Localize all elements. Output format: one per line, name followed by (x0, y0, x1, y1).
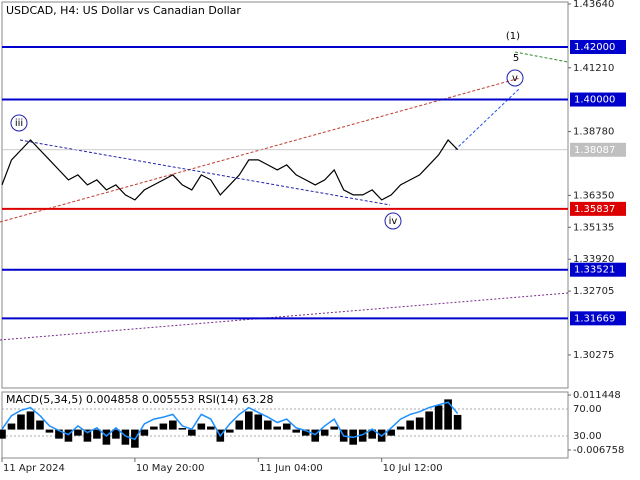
level-label: 1.35837 (574, 204, 615, 215)
macd-bar (7, 423, 16, 430)
wave-circle (10, 114, 28, 132)
y-tick-label: 0.011448 (573, 390, 621, 401)
macd-bar (396, 426, 405, 430)
macd-bar (178, 428, 187, 430)
macd-bar (368, 429, 376, 439)
y-tick-label: 1.35135 (573, 222, 614, 233)
macd-bar (102, 429, 111, 445)
macd-bar (0, 429, 6, 439)
macd-bar (207, 426, 215, 430)
macd-bar (45, 429, 54, 433)
macd-bar (188, 429, 196, 436)
rsi-line (1, 401, 459, 441)
macd-bar (301, 429, 310, 436)
x-tick-label: 10 May 20:00 (136, 463, 205, 474)
macd-bar (292, 429, 301, 433)
y-tick-label: 1.38780 (573, 127, 614, 138)
last-price-label: 1.38087 (574, 145, 615, 156)
level-label: 1.33521 (574, 265, 615, 276)
indicator-title: MACD(5,34,5) 0.004858 0.005553 RSI(14) 6… (6, 393, 273, 406)
wave-circle (384, 212, 402, 230)
macd-bar (235, 420, 244, 430)
macd-bar (55, 429, 63, 439)
y-tick-label: 1.36350 (573, 190, 614, 201)
macd-bar (169, 420, 177, 430)
level-label: 1.40000 (574, 95, 615, 106)
macd-bar (254, 414, 263, 430)
macd-bar (150, 426, 158, 430)
macd-bar (444, 399, 452, 430)
macd-bar (112, 429, 120, 439)
macd-bar (197, 423, 206, 430)
macd-bar (93, 429, 101, 439)
macd-bar (36, 420, 44, 430)
macd-bar (64, 429, 73, 442)
x-tick-label: 10 Jul 12:00 (383, 463, 443, 474)
macd-bar (330, 426, 338, 430)
macd-bar (226, 429, 234, 433)
macd-bar (121, 429, 130, 445)
level-label: 1.31669 (574, 313, 615, 324)
macd-bar (17, 414, 25, 430)
macd-bar (74, 429, 82, 436)
price-line (1, 139, 459, 201)
y-tick-label: 1.41210 (573, 63, 614, 74)
level-box (570, 40, 626, 55)
level-box (570, 201, 626, 216)
x-tick-label: 11 Jun 04:00 (259, 463, 323, 474)
wave-label: 5 (513, 53, 519, 64)
macd-bar (282, 423, 291, 430)
trend-line (19, 139, 391, 206)
macd-bar (140, 429, 149, 436)
macd-bar (358, 429, 367, 442)
wave-label: v (512, 73, 518, 84)
y-tick-label: -0.006758 (573, 445, 624, 456)
level-box (570, 262, 626, 277)
macd-bar (273, 426, 282, 430)
wave-circle (506, 69, 524, 87)
macd-bar (406, 420, 414, 430)
price-panel (1, 1, 569, 389)
chart-title: USDCAD, H4: US Dollar vs Canadian Dollar (6, 4, 241, 17)
macd-bar (263, 420, 272, 430)
macd-bar (415, 417, 424, 430)
macd-bar (425, 411, 433, 430)
y-tick-label: 1.30275 (573, 350, 614, 361)
y-tick-label: 1.43640 (573, 0, 614, 10)
macd-bar (453, 414, 462, 430)
y2-tick-label: 70.00 (573, 404, 602, 415)
y2-tick-label: 30.00 (573, 431, 602, 442)
wave-label: (1) (506, 31, 520, 42)
macd-bar (26, 411, 35, 430)
macd-bar (83, 429, 92, 442)
level-box (570, 311, 626, 326)
macd-bar (311, 429, 320, 442)
trend-line (514, 51, 569, 63)
macd-bar (434, 405, 443, 430)
y-tick-label: 1.33920 (573, 254, 614, 265)
x-tick-label: 11 Apr 2024 (3, 463, 65, 474)
last-price-box (570, 142, 626, 157)
macd-bar (159, 423, 168, 430)
wave-label: iv (389, 216, 398, 227)
wave-label: iii (15, 118, 23, 129)
macd-bar (320, 429, 329, 436)
macd-bar (244, 411, 253, 430)
level-label: 1.42000 (574, 42, 615, 53)
macd-bar (387, 429, 395, 436)
trend-line (0, 292, 569, 341)
level-box (570, 92, 626, 107)
y-tick-label: 1.32705 (573, 286, 614, 297)
